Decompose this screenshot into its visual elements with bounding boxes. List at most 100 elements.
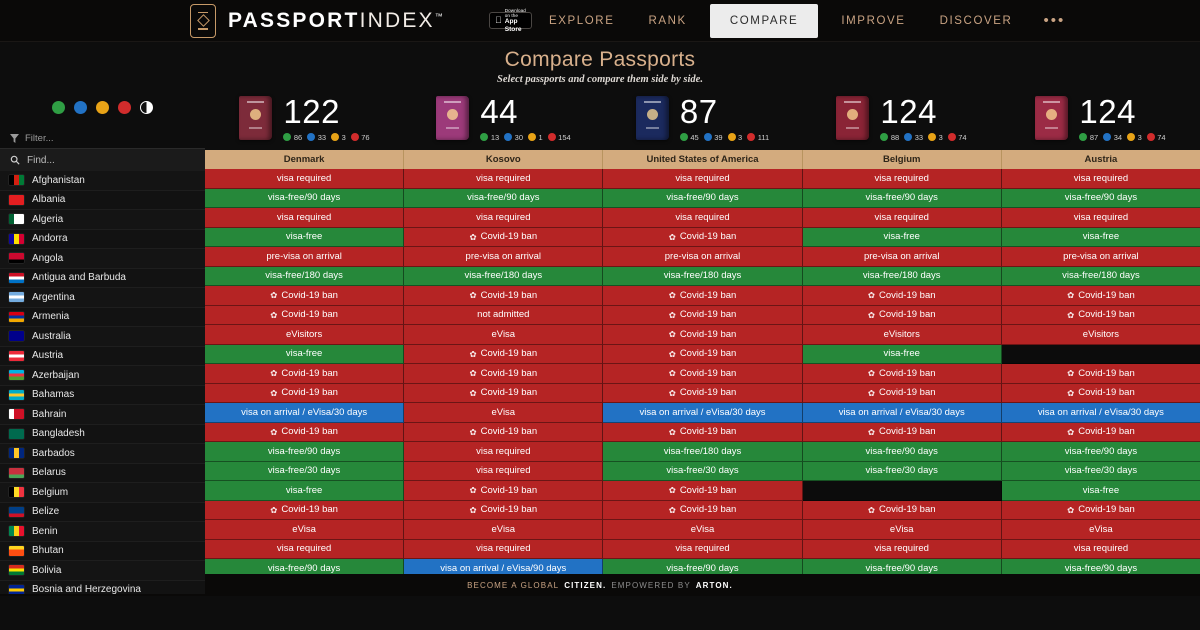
visa-status-cell[interactable]: ✿ Covid-19 ban xyxy=(603,286,803,306)
visa-status-cell[interactable]: visa-free xyxy=(802,227,1002,247)
visa-status-cell[interactable]: visa required xyxy=(802,539,1002,559)
list-item[interactable]: Australia xyxy=(0,327,205,347)
passport-column-3[interactable]: 87 45 39 3 111 xyxy=(603,86,802,150)
visa-status-cell[interactable]: visa-free xyxy=(205,481,405,501)
visa-status-cell[interactable]: ✿ Covid-19 ban xyxy=(802,364,1002,384)
visa-status-cell[interactable]: pre-visa on arrival xyxy=(404,247,604,267)
visa-status-cell[interactable]: visa-free/90 days xyxy=(205,188,405,208)
visa-status-cell[interactable]: visa on arrival / eVisa/30 days xyxy=(1001,403,1200,423)
nav-item-compare[interactable]: COMPARE xyxy=(709,3,819,38)
visa-status-cell[interactable]: ✿ Covid-19 ban xyxy=(205,500,405,520)
legend-dot-1[interactable] xyxy=(74,100,87,114)
visa-status-cell[interactable]: visa required xyxy=(802,208,1002,228)
visa-status-cell[interactable]: pre-visa on arrival xyxy=(1001,247,1200,267)
visa-status-cell[interactable]: visa required xyxy=(404,461,604,481)
list-item[interactable]: Bahrain xyxy=(0,405,205,425)
visa-status-cell[interactable]: eVisa xyxy=(404,325,604,345)
visa-status-cell[interactable]: ✿ Covid-19 ban xyxy=(802,383,1002,403)
visa-status-cell[interactable]: visa-free xyxy=(1001,481,1200,501)
list-item[interactable]: Albania xyxy=(0,191,205,210)
visa-status-cell[interactable]: visa-free/90 days xyxy=(802,188,1002,208)
visa-status-cell[interactable]: ✿ Covid-19 ban xyxy=(802,422,1002,442)
visa-status-cell[interactable]: ✿ Covid-19 ban xyxy=(404,383,604,403)
visa-status-cell[interactable]: visa on arrival / eVisa/30 days xyxy=(205,403,405,423)
visa-status-cell[interactable]: visa-free/30 days xyxy=(603,461,803,481)
visa-status-cell[interactable]: visa required xyxy=(205,539,405,559)
list-item[interactable]: Bhutan xyxy=(0,542,205,561)
visa-status-cell[interactable]: visa-free xyxy=(1001,227,1200,247)
visa-status-cell[interactable]: visa-free/90 days xyxy=(603,559,803,574)
visa-status-cell[interactable]: visa-free/90 days xyxy=(802,442,1002,462)
list-item[interactable]: Bolivia xyxy=(0,561,205,581)
list-item[interactable]: Bosnia and Herzegovina xyxy=(0,581,205,594)
visa-status-cell[interactable]: ✿ Covid-19 ban xyxy=(603,364,803,384)
visa-status-cell[interactable]: visa-free/90 days xyxy=(1001,188,1200,208)
visa-status-cell[interactable]: ✿ Covid-19 ban xyxy=(205,383,405,403)
visa-status-cell[interactable]: visa required xyxy=(205,169,405,189)
visa-status-cell[interactable]: ✿ Covid-19 ban xyxy=(1001,422,1200,442)
visa-status-cell[interactable]: pre-visa on arrival xyxy=(603,247,803,267)
nav-item-discover[interactable]: DISCOVER xyxy=(932,14,1011,27)
visa-status-cell[interactable]: eVisa xyxy=(1001,520,1200,540)
visa-status-cell[interactable]: visa required xyxy=(802,169,1002,189)
visa-status-cell[interactable]: visa on arrival / eVisa/30 days xyxy=(802,403,1002,423)
nav-item-explore[interactable]: EXPLORE xyxy=(542,14,613,27)
visa-status-cell[interactable]: ✿ Covid-19 ban xyxy=(802,305,1002,325)
visa-status-cell[interactable]: ✿ Covid-19 ban xyxy=(603,383,803,403)
visa-status-cell[interactable]: visa-free/90 days xyxy=(205,442,405,462)
visa-status-cell[interactable]: visa required xyxy=(603,169,803,189)
list-item[interactable]: Antigua and Barbuda xyxy=(0,269,205,288)
list-item[interactable]: Belarus xyxy=(0,464,205,483)
visa-status-cell[interactable]: eVisa xyxy=(404,520,604,540)
list-item[interactable]: Bangladesh xyxy=(0,425,205,444)
visa-status-cell[interactable]: visa-free/30 days xyxy=(205,461,405,481)
list-item[interactable]: Austria xyxy=(0,347,205,366)
list-item[interactable]: Belgium xyxy=(0,483,205,503)
visa-status-cell[interactable]: ✿ Covid-19 ban xyxy=(603,481,803,501)
visa-status-cell[interactable]: ✿ Covid-19 ban xyxy=(404,344,604,364)
passport-column-4[interactable]: 124 88 33 3 74 xyxy=(802,86,1001,150)
list-item[interactable]: Algeria xyxy=(0,210,205,230)
visa-status-cell[interactable]: ✿ Covid-19 ban xyxy=(603,325,803,345)
visa-status-cell[interactable]: ✿ Covid-19 ban xyxy=(603,344,803,364)
visa-status-cell[interactable]: visa-free xyxy=(205,344,405,364)
visa-status-cell[interactable] xyxy=(1001,344,1200,364)
list-item[interactable]: Afghanistan xyxy=(0,171,205,191)
visa-status-cell[interactable]: visa-free xyxy=(802,344,1002,364)
nav-item-rank[interactable]: RANK xyxy=(641,14,685,27)
visa-status-cell[interactable]: ✿ Covid-19 ban xyxy=(404,422,604,442)
visa-status-cell[interactable] xyxy=(802,481,1002,501)
visa-status-cell[interactable]: ✿ Covid-19 ban xyxy=(802,286,1002,306)
visa-status-cell[interactable]: ✿ Covid-19 ban xyxy=(603,227,803,247)
visa-status-cell[interactable]: ✿ Covid-19 ban xyxy=(404,286,604,306)
visa-status-cell[interactable]: ✿ Covid-19 ban xyxy=(205,422,405,442)
visa-status-cell[interactable]: eVisa xyxy=(205,520,405,540)
visa-status-cell[interactable]: ✿ Covid-19 ban xyxy=(603,500,803,520)
filter-row[interactable]: Filter... xyxy=(0,128,205,149)
visa-status-cell[interactable]: visa-free/30 days xyxy=(802,461,1002,481)
visa-status-cell[interactable]: visa-free/90 days xyxy=(603,188,803,208)
visa-status-cell[interactable]: visa required xyxy=(404,442,604,462)
more-menu-icon[interactable]: ••• xyxy=(1036,12,1063,29)
passport-column-5[interactable]: 124 87 34 3 74 xyxy=(1001,86,1200,150)
visa-status-cell[interactable]: visa on arrival / eVisa/90 days xyxy=(404,559,604,574)
visa-status-cell[interactable]: ✿ Covid-19 ban xyxy=(1001,383,1200,403)
visa-status-cell[interactable]: visa-free/180 days xyxy=(1001,266,1200,286)
visa-status-cell[interactable]: ✿ Covid-19 ban xyxy=(404,500,604,520)
visa-status-cell[interactable]: ✿ Covid-19 ban xyxy=(603,422,803,442)
visa-status-cell[interactable]: ✿ Covid-19 ban xyxy=(404,227,604,247)
visa-status-cell[interactable]: ✿ Covid-19 ban xyxy=(404,481,604,501)
visa-status-cell[interactable]: ✿ Covid-19 ban xyxy=(603,305,803,325)
nav-item-improve[interactable]: IMPROVE xyxy=(834,14,904,27)
visa-status-cell[interactable]: visa-free/90 days xyxy=(1001,442,1200,462)
visa-status-cell[interactable]: ✿ Covid-19 ban xyxy=(1001,305,1200,325)
visa-status-cell[interactable]: visa-free/30 days xyxy=(1001,461,1200,481)
visa-status-cell[interactable]: ✿ Covid-19 ban xyxy=(1001,500,1200,520)
passport-column-2[interactable]: 44 13 30 1 154 xyxy=(404,86,603,150)
list-item[interactable]: Angola xyxy=(0,249,205,269)
list-item[interactable]: Bahamas xyxy=(0,386,205,405)
visa-status-cell[interactable]: ✿ Covid-19 ban xyxy=(1001,364,1200,384)
visa-status-cell[interactable]: ✿ Covid-19 ban xyxy=(1001,286,1200,306)
visa-status-cell[interactable]: visa-free/90 days xyxy=(802,559,1002,574)
visa-status-cell[interactable]: visa-free/90 days xyxy=(205,559,405,574)
